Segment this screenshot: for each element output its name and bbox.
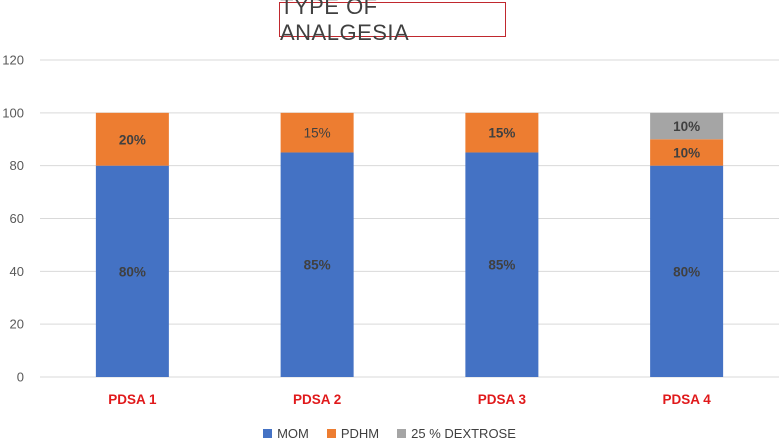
data-label: 85% xyxy=(488,258,515,273)
legend-swatch xyxy=(263,428,273,438)
data-label: 15% xyxy=(488,126,515,141)
data-label: 10% xyxy=(673,119,700,134)
bar-mom-2 xyxy=(465,152,539,377)
legend-item: PDHM xyxy=(326,425,380,441)
y-tick-label: 80 xyxy=(10,158,24,173)
data-label: 80% xyxy=(119,264,146,279)
chart-title: TYPE OF ANALGESIA xyxy=(279,0,506,45)
bar-mom-0 xyxy=(95,165,169,377)
bar-pdhm-3 xyxy=(650,139,724,166)
x-axis-tick-labels: PDSA 1 PDSA 2 PDSA 3 PDSA 4 xyxy=(108,392,711,407)
bar-25-dextrose-3 xyxy=(650,112,724,140)
bar-pdhm-2 xyxy=(465,112,539,153)
x-tick-label: PDSA 1 xyxy=(108,392,157,407)
y-tick-label: 20 xyxy=(10,317,24,332)
legend-label: PDHM xyxy=(340,425,380,441)
data-label: 15% xyxy=(304,126,331,141)
bars xyxy=(95,112,724,377)
y-axis-tick-labels: 0 20 40 60 80 100 120 xyxy=(2,53,24,385)
x-tick-label: PDSA 2 xyxy=(293,392,341,407)
legend-item: MOM xyxy=(263,426,309,441)
y-tick-label: 0 xyxy=(17,370,24,385)
data-label: 80% xyxy=(673,264,700,279)
y-tick-label: 60 xyxy=(10,211,24,226)
y-tick-label: 40 xyxy=(10,264,24,279)
data-label: 10% xyxy=(673,145,700,160)
data-labels: 80% 20% 85% 15% 85% 15% 80% 10% 10% xyxy=(119,119,700,279)
x-tick-label: PDSA 3 xyxy=(478,392,527,407)
y-tick-label: 120 xyxy=(2,53,24,68)
bar-mom-3 xyxy=(650,165,724,377)
bar-pdhm-0 xyxy=(95,112,169,166)
legend-label: MOM xyxy=(277,425,309,441)
legend-swatch xyxy=(397,428,407,438)
x-tick-label: PDSA 4 xyxy=(662,392,711,407)
legend-item: 25 % DEXTROSE xyxy=(397,426,516,441)
data-label: 85% xyxy=(304,258,331,273)
legend-swatch xyxy=(326,428,336,438)
y-tick-label: 100 xyxy=(2,105,24,120)
bar-mom-1 xyxy=(280,152,354,377)
legend: MOM PDHM 25 % DEXTROSE xyxy=(0,424,779,442)
legend-label: 25 % DEXTROSE xyxy=(411,425,516,441)
data-label: 20% xyxy=(119,132,146,147)
bar-pdhm-1 xyxy=(280,112,354,153)
